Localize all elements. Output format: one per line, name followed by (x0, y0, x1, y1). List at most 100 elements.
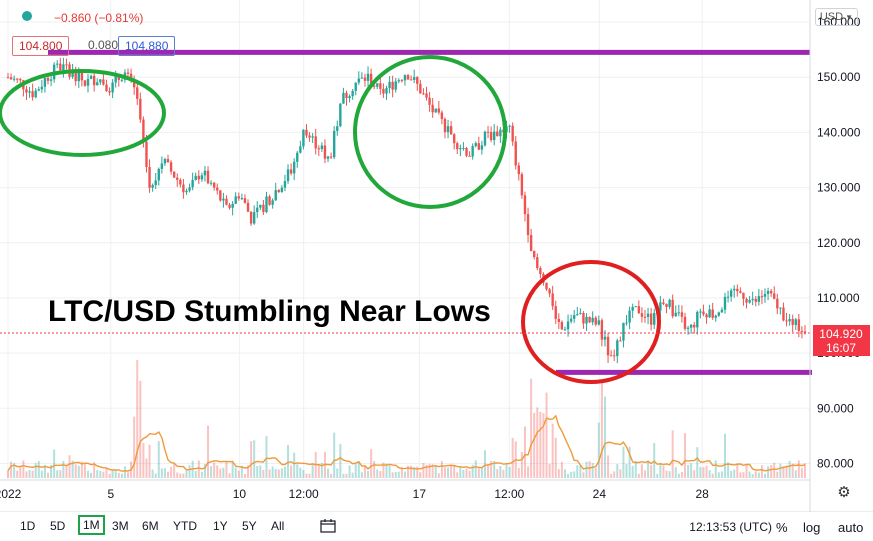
candle-body (302, 129, 305, 147)
candle-body (554, 306, 557, 319)
candle-body (200, 175, 204, 180)
calendar-range-icon[interactable] (320, 519, 336, 533)
gear-icon[interactable]: ⚙ (837, 484, 851, 501)
ask-price[interactable]: 104.880 (118, 36, 176, 56)
candle-body (446, 126, 450, 133)
candle-body (191, 179, 194, 188)
volume-bar (742, 472, 745, 478)
candle-body (406, 75, 410, 80)
annotation-circles (0, 55, 661, 384)
volume-bar (407, 465, 410, 478)
y-tick-label: 110.000 (817, 291, 860, 305)
price-chart[interactable]: 160.000150.000140.000130.000120.000110.0… (0, 0, 873, 512)
volume-bar (585, 461, 588, 478)
volume-bar (16, 470, 19, 478)
volume-bar (351, 472, 354, 478)
candle-body (689, 324, 693, 328)
utc-clock[interactable]: 12:13:53 (UTC) (689, 520, 772, 534)
volume-bar (382, 462, 385, 478)
volume-bar (200, 471, 203, 478)
volume-bar (47, 472, 50, 478)
volume-bar (188, 465, 191, 478)
volume-bar (511, 437, 514, 478)
candle-body (114, 76, 117, 83)
price-tag-countdown: 16:07 (826, 341, 856, 355)
timeframe-1d[interactable]: 1D (20, 519, 36, 533)
volume-bar (167, 471, 170, 478)
candle-body (203, 170, 207, 176)
candle-body (483, 131, 487, 146)
candle-body (348, 96, 351, 99)
timeframe-6m[interactable]: 6M (142, 519, 159, 533)
volume-bar (616, 464, 619, 478)
log-toggle[interactable]: log (803, 520, 821, 535)
volume-bar (385, 463, 388, 478)
volume-bar (754, 471, 757, 478)
candle-body (243, 198, 247, 203)
y-tick-label: 130.000 (817, 181, 861, 195)
volume-bar (465, 468, 468, 478)
timeframe-3m[interactable]: 3M (112, 519, 129, 533)
candle-body (594, 317, 597, 325)
x-tick-label: 12:00 (289, 487, 319, 501)
timeframe-all[interactable]: All (271, 519, 285, 533)
volume-bar (739, 472, 742, 478)
candle-body (92, 75, 96, 86)
volume-bar (225, 461, 228, 478)
timeframe-5d[interactable]: 5D (50, 519, 66, 533)
candle-body (46, 77, 50, 81)
volume-bar (490, 460, 493, 478)
volume-bar (560, 461, 563, 478)
candle-body (391, 81, 394, 90)
candle-body (280, 187, 284, 193)
volume-bar (453, 464, 456, 478)
candle-body (74, 69, 77, 82)
currency-selector[interactable]: USD ▼ (814, 8, 858, 26)
candle-body (625, 322, 628, 324)
candle-body (696, 311, 699, 328)
candle-body (234, 196, 237, 204)
candle-body (246, 202, 250, 212)
candle-body (489, 132, 493, 141)
volume-bar (327, 468, 330, 478)
volume-bar (631, 465, 634, 478)
volume-bar (102, 471, 105, 478)
candle-body (711, 309, 714, 318)
percent-toggle[interactable]: % (776, 520, 788, 535)
volume-bar (548, 463, 551, 478)
candle-body (431, 104, 434, 113)
candle-body (480, 145, 484, 150)
candle-body (776, 298, 779, 309)
candle-body (729, 290, 733, 297)
volume-bar (619, 469, 622, 478)
candle-body (274, 190, 277, 201)
timeframe-5y[interactable]: 5Y (242, 519, 257, 533)
market-status-dot (22, 11, 32, 21)
bid-price[interactable]: 104.800 (12, 36, 70, 56)
volume-bar (428, 463, 431, 478)
candle-body (259, 204, 262, 208)
candle-body (566, 321, 570, 330)
timeframe-1m[interactable]: 1M (78, 515, 105, 535)
volume-bar (600, 380, 603, 478)
candle-body (366, 73, 370, 81)
volume-bar (668, 471, 671, 478)
y-tick-label: 80.000 (817, 456, 854, 470)
candle-body (102, 79, 105, 85)
volume-bar (231, 462, 234, 478)
volume-bar (336, 468, 339, 478)
volume-bar (293, 452, 296, 478)
auto-toggle[interactable]: auto (838, 520, 864, 535)
volume-bar (302, 470, 305, 478)
volume-bar (779, 463, 782, 478)
candle-body (62, 64, 65, 71)
timeframe-ytd[interactable]: YTD (173, 519, 197, 533)
candle-body (12, 78, 16, 80)
candle-body (717, 312, 721, 316)
volume-bar (656, 473, 659, 478)
volume-bar (776, 471, 779, 478)
timeframe-1y[interactable]: 1Y (213, 519, 228, 533)
candle-body (120, 79, 124, 81)
candle-body (579, 312, 582, 315)
volume-bar (13, 463, 16, 478)
